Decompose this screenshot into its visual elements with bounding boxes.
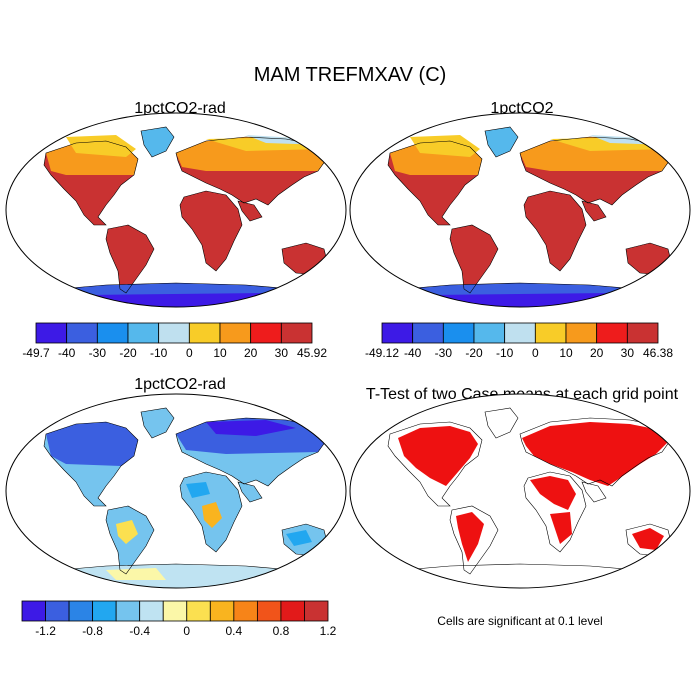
colorbar-2-label-4: 0.4 xyxy=(226,624,243,638)
colorbar-0-swatch-2 xyxy=(96,322,129,344)
map-frame-co2 xyxy=(349,112,691,308)
colorbar-0-swatch-1 xyxy=(66,322,98,344)
colorbar-2-swatch-2 xyxy=(68,600,94,622)
figure-title: MAM TREFMXAV (C) xyxy=(253,64,447,86)
colorbar-1-label-9: 46.38 xyxy=(643,346,673,360)
map-panel-co2 xyxy=(350,113,690,307)
colorbars: -49.7 -40 -30 -20 -10 0 10 20 30 45.92 -49.12 -40 -3… xyxy=(21,322,673,638)
colorbar-1-label-1: -40 xyxy=(404,346,422,360)
colorbar-2-swatch-1 xyxy=(45,600,70,622)
map-panel-ttest xyxy=(350,394,690,588)
colorbar-1-swatch-8 xyxy=(626,322,659,344)
map-frame-rad xyxy=(5,112,347,308)
colorbar-2-label-6: 1.2 xyxy=(320,624,337,638)
colorbar-0-swatch-6 xyxy=(219,322,252,344)
colorbar-2-swatch-4 xyxy=(115,600,141,622)
colorbar-2-swatch-11 xyxy=(280,600,305,622)
colorbar-0-swatch-0 xyxy=(35,322,68,344)
colorbar-2-label-3: 0 xyxy=(183,624,190,638)
significance-note: Cells are significant at 0.1 level xyxy=(437,614,603,628)
colorbar-0-label-8: 30 xyxy=(275,346,289,360)
colorbar-0-label-2: -30 xyxy=(89,346,107,360)
map-panel-diff xyxy=(6,394,346,588)
map-frame-diff xyxy=(5,393,347,589)
colorbar-2-swatch-9 xyxy=(233,600,258,622)
colorbar-1-label-8: 30 xyxy=(621,346,635,360)
panel-title-diff-line1: 1pctCO2-rad xyxy=(134,376,226,393)
panel-title-rad-line1: 1pctCO2-rad xyxy=(134,100,226,117)
colorbar-0-label-6: 10 xyxy=(213,346,227,360)
colorbar-1-swatch-5 xyxy=(534,322,567,344)
colorbar-2-label-5: 0.8 xyxy=(273,624,290,638)
colorbar-1-label-2: -30 xyxy=(435,346,453,360)
colorbar-2-label-2: -0.4 xyxy=(129,624,150,638)
colorbar-1-label-4: -10 xyxy=(496,346,514,360)
colorbar-1-swatch-3 xyxy=(473,322,506,344)
colorbar-1-swatch-4 xyxy=(504,322,536,344)
colorbar-2-label-0: -1.2 xyxy=(35,624,56,638)
colorbar-0-swatch-4 xyxy=(158,322,190,344)
colorbar-1-swatch-7 xyxy=(596,322,628,344)
map-panel-rad xyxy=(6,113,346,307)
map-frame-ttest xyxy=(349,393,691,589)
colorbar-0-label-0: -49.7 xyxy=(22,346,50,360)
colorbar-2-label-1: -0.8 xyxy=(82,624,103,638)
colorbar-0-swatch-8 xyxy=(280,322,313,344)
colorbar-2-swatch-0 xyxy=(21,600,46,622)
colorbar-1-swatch-1 xyxy=(412,322,444,344)
colorbar-2-swatch-6 xyxy=(162,600,188,622)
colorbar-1-label-7: 20 xyxy=(590,346,604,360)
colorbar-1-label-3: -20 xyxy=(465,346,483,360)
colorbar-0-swatch-3 xyxy=(127,322,160,344)
colorbar-0-swatch-5 xyxy=(188,322,221,344)
colorbar-0-label-7: 20 xyxy=(244,346,258,360)
colorbar-1-label-0: -49.12 xyxy=(365,346,399,360)
colorbar-0-label-9: 45.92 xyxy=(297,346,327,360)
colorbar-1-swatch-0 xyxy=(381,322,414,344)
colorbar-0-swatch-7 xyxy=(250,322,282,344)
colorbar-0-label-5: 0 xyxy=(186,346,193,360)
colorbar-2-swatch-10 xyxy=(256,600,282,622)
colorbar-0-label-4: -10 xyxy=(150,346,168,360)
colorbar-1-swatch-6 xyxy=(565,322,598,344)
colorbar-0-label-3: -20 xyxy=(119,346,137,360)
colorbar-2-swatch-7 xyxy=(186,600,211,622)
colorbar-2-swatch-3 xyxy=(92,600,117,622)
colorbar-0-label-1: -40 xyxy=(58,346,76,360)
colorbar-1-label-6: 10 xyxy=(559,346,573,360)
colorbar-1-swatch-2 xyxy=(442,322,475,344)
colorbar-2-swatch-8 xyxy=(209,600,235,622)
colorbar-2-swatch-12 xyxy=(304,600,329,622)
panel-title-co2-line1: 1pctCO2 xyxy=(490,100,554,117)
colorbar-1-label-5: 0 xyxy=(532,346,539,360)
colorbar-2-swatch-5 xyxy=(139,600,164,622)
